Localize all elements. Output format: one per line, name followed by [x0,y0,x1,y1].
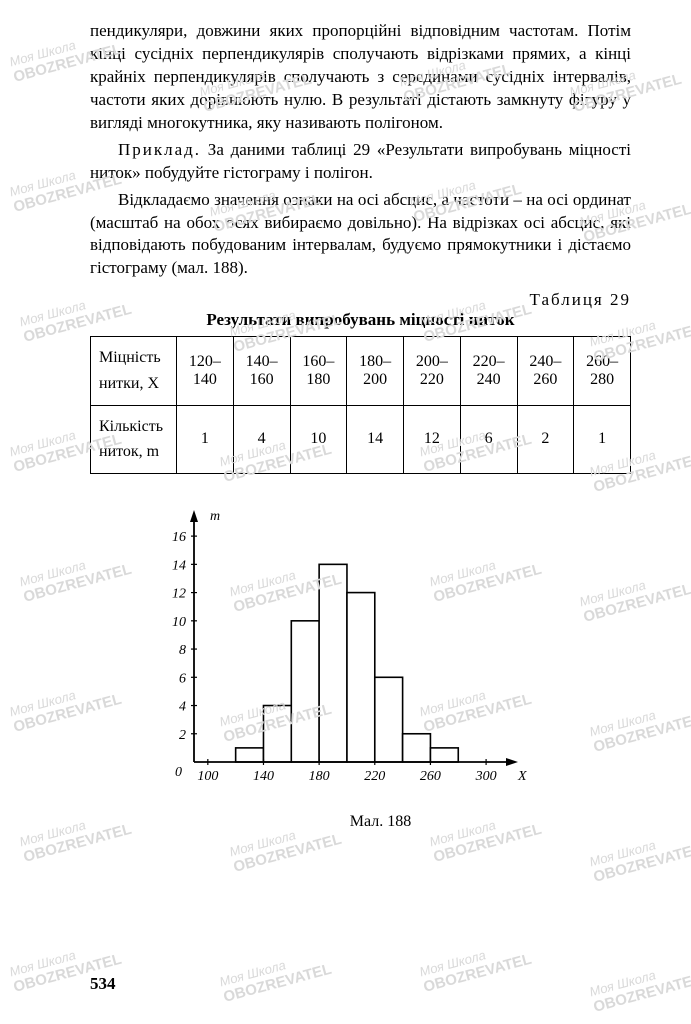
table-row: Міцність нитки, X 120–140 140–160 160–18… [91,337,631,405]
paragraph-3: Відкладаємо значення ознаки на осі абсци… [90,189,631,281]
table-label: Таблиця 29 [90,290,631,310]
watermark: Моя ШколаOBOZREVATEL [8,676,124,736]
watermark: Моя ШколаOBOZREVATEL [588,956,691,1016]
svg-text:300: 300 [475,769,497,784]
cell: 220–240 [460,337,517,405]
page-number: 534 [90,974,116,994]
table-row: Кількість ниток, m 1 4 10 14 12 6 2 1 [91,405,631,473]
paragraph-2: Приклад. За даними таблиці 29 «Результат… [90,139,631,185]
example-label: Приклад. [118,140,201,159]
cell: 180–200 [347,337,404,405]
watermark: Моя ШколаOBOZREVATEL [218,946,334,1006]
svg-text:6: 6 [179,671,186,686]
cell: 1 [574,405,631,473]
watermark: Моя ШколаOBOZREVATEL [18,806,134,866]
svg-text:260: 260 [420,769,441,784]
data-table: Міцність нитки, X 120–140 140–160 160–18… [90,336,631,473]
svg-text:X: X [517,769,527,784]
paragraph-1: пендикуляри, довжини яких пропорційні ві… [90,20,631,135]
svg-text:100: 100 [197,769,218,784]
cell: 240–260 [517,337,574,405]
svg-text:8: 8 [179,643,186,658]
cell: 140–160 [233,337,290,405]
svg-text:140: 140 [253,769,274,784]
cell: 4 [233,405,290,473]
cell: 6 [460,405,517,473]
svg-text:m: m [210,509,220,524]
cell: 200–220 [404,337,461,405]
histogram-chart: 2 4 6 8 10 12 14 16 0 100 140 180 220 260 300 m X Мал. 1… [130,502,631,831]
svg-text:180: 180 [309,769,330,784]
cell: 14 [347,405,404,473]
svg-text:220: 220 [364,769,385,784]
watermark: Моя ШколаOBOZREVATEL [418,936,534,996]
cell: 120–140 [177,337,234,405]
svg-text:4: 4 [179,699,186,714]
table-title: Результати випробувань міцності ниток [90,310,631,330]
cell: 160–180 [290,337,347,405]
svg-text:16: 16 [172,530,186,545]
svg-text:10: 10 [172,615,186,630]
row-header-1: Міцність нитки, X [91,337,177,405]
watermark: Моя ШколаOBOZREVATEL [18,546,134,606]
cell: 260–280 [574,337,631,405]
chart-caption: Мал. 188 [130,813,631,831]
svg-text:2: 2 [179,727,186,742]
histogram-svg: 2 4 6 8 10 12 14 16 0 100 140 180 220 260 300 m X [130,502,530,802]
svg-text:14: 14 [172,558,186,573]
cell: 1 [177,405,234,473]
watermark: Моя ШколаOBOZREVATEL [588,826,691,886]
cell: 12 [404,405,461,473]
cell: 2 [517,405,574,473]
row-header-2: Кількість ниток, m [91,405,177,473]
svg-text:12: 12 [172,586,186,601]
svg-text:0: 0 [175,765,182,780]
cell: 10 [290,405,347,473]
